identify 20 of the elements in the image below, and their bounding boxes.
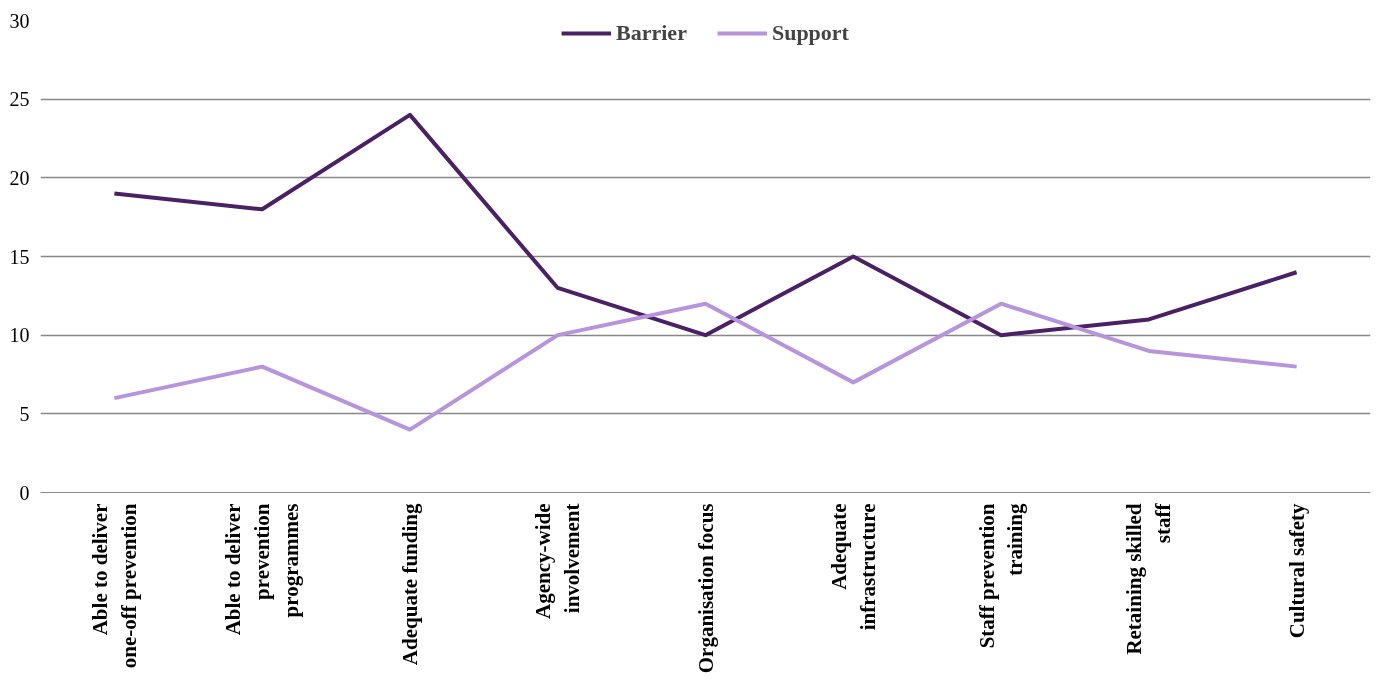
legend-label: Support <box>771 20 849 46</box>
y-tick-label: 20 <box>9 166 30 189</box>
x-tick-label: Adequate funding <box>397 503 422 666</box>
y-tick-label: 10 <box>9 324 30 347</box>
legend-label: Barrier <box>616 20 687 46</box>
x-tick-label: Able to deliver prevention programmes <box>221 503 303 636</box>
x-tick-label: Adequate infrastructure <box>826 503 880 631</box>
x-tick-label: Agency-wide involvement <box>531 503 585 619</box>
y-tick-label: 5 <box>19 402 30 425</box>
line-series <box>112 301 1299 432</box>
y-tick-label: 30 <box>9 9 30 32</box>
x-tick-label: Retaining skilled staff <box>1122 502 1176 655</box>
y-tick-label: 25 <box>9 88 30 111</box>
y-tick-label: 0 <box>19 481 30 504</box>
x-tick-label: Able to deliver one-off prevention <box>87 503 141 669</box>
x-tick-label: Staff prevention training <box>974 503 1028 649</box>
x-tick-label: Organisation focus <box>693 503 718 674</box>
y-tick-label: 15 <box>9 245 30 268</box>
line-series <box>112 112 1299 338</box>
x-tick-label: Cultural safety <box>1284 503 1309 639</box>
